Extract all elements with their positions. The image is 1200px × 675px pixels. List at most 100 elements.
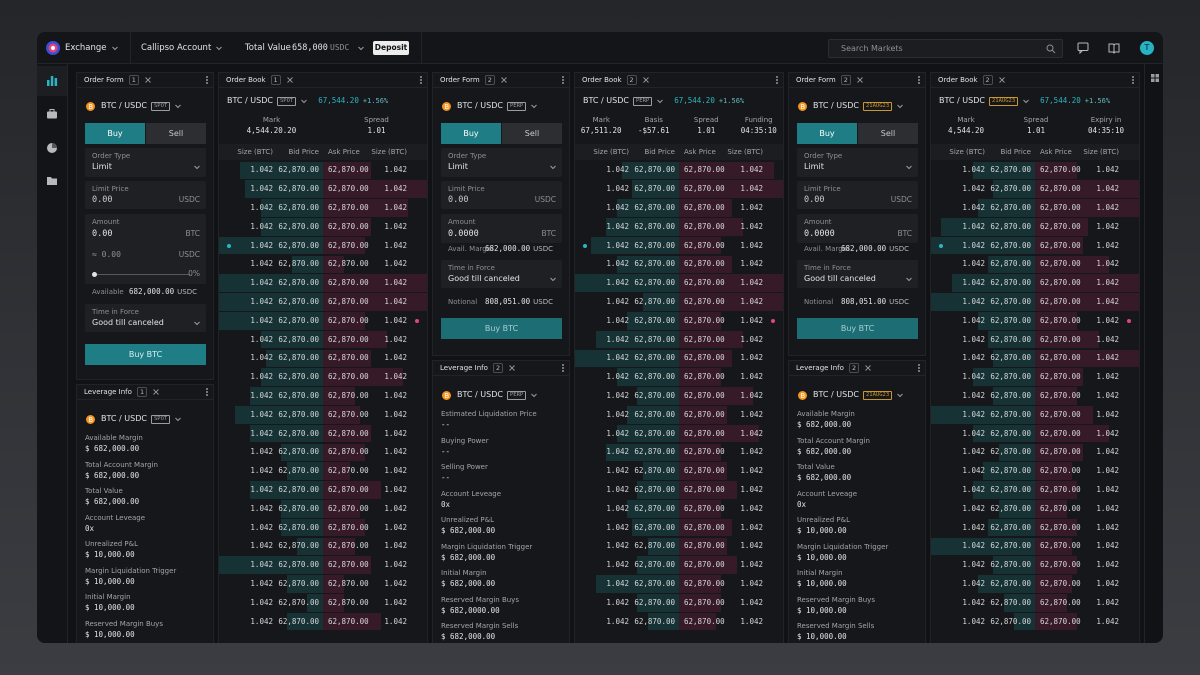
buy-button[interactable]: Buy BTC	[85, 344, 206, 365]
bid-size: 1.042	[250, 203, 273, 212]
menu-icon[interactable]	[204, 75, 210, 85]
bid-depth-bar	[260, 217, 323, 236]
layout-icon[interactable]	[1150, 73, 1160, 83]
close-icon[interactable]	[642, 76, 650, 84]
deposit-button[interactable]: Deposit	[373, 41, 409, 55]
ask-depth-bar	[323, 556, 371, 575]
bid-size: 1.042	[250, 409, 273, 419]
menu-icon[interactable]	[560, 363, 566, 373]
menu-icon[interactable]	[204, 387, 210, 397]
chevron	[175, 104, 182, 109]
ask-size: 1.042	[1096, 221, 1119, 231]
pair-selector[interactable]: BTC / USDC 21AUG23	[798, 389, 904, 401]
bid-size: 1.042	[962, 597, 985, 607]
bid-size: 1.042	[962, 579, 985, 588]
input-box[interactable]: Amount 0.00 BTC ≈ 0.00 USDC 0%	[85, 214, 206, 284]
panel-header: Order Form 2	[433, 73, 569, 88]
nav-trade[interactable]	[46, 75, 58, 87]
ask-depth-bar	[1035, 274, 1139, 293]
menu-icon[interactable]	[1130, 75, 1136, 85]
nav-analytics[interactable]	[46, 142, 58, 154]
input-box[interactable]: Time in Force Good till canceled	[441, 260, 562, 288]
pair-selector[interactable]: BTC / USDC 21AUG23	[798, 100, 904, 112]
pair-selector[interactable]: BTC / USDC SPOT	[86, 413, 182, 425]
sell-tab[interactable]: Sell	[146, 123, 206, 144]
input-box[interactable]: Order Type Limit	[85, 148, 206, 177]
close-icon[interactable]	[508, 364, 516, 372]
search-box[interactable]: Search Markets	[828, 39, 1063, 58]
pair-selector[interactable]: BTC / USDC SPOT 67,544.20 +1.56%	[227, 95, 388, 107]
buy-tab[interactable]: Buy	[441, 123, 501, 144]
menu-icon[interactable]	[916, 75, 922, 85]
info-number: 682,000.00	[484, 244, 531, 253]
input-box[interactable]: Limit Price 0.00 USDC	[797, 181, 918, 209]
panel: Order Form 2 BTC / USDC 21AUG23 Buy Sell Order…	[788, 72, 926, 356]
input-box[interactable]: Order Type Limit	[441, 148, 562, 177]
ask-price: 62,870.00	[684, 597, 725, 607]
close-icon[interactable]	[144, 76, 152, 84]
input-box[interactable]: Time in Force Good till canceled	[85, 304, 206, 332]
sell-tab[interactable]: Sell	[502, 123, 562, 144]
close-icon[interactable]	[286, 76, 294, 84]
bid-price: 62,870.00	[278, 428, 319, 438]
pair-selector[interactable]: BTC / USDC 21AUG23 67,544.20 +1.56%	[939, 95, 1110, 107]
pair-selector[interactable]: BTC / USDC PERP	[442, 389, 538, 401]
panel-badge: 2	[848, 363, 860, 373]
menu-icon[interactable]	[560, 75, 566, 85]
book-icon[interactable]	[1108, 42, 1120, 54]
ask-depth-bar	[1035, 217, 1088, 236]
bid-depth-bar	[281, 443, 323, 462]
nav-portfolio[interactable]	[46, 108, 58, 120]
nav-files-part	[47, 177, 57, 185]
ask-depth-bar	[679, 518, 732, 537]
ask-size: 1.042	[740, 541, 763, 551]
leverage-value: $ 10,000.00	[797, 605, 847, 615]
input-box[interactable]: Amount 0.0000 BTC	[797, 214, 918, 243]
pair-selector[interactable]: BTC / USDC PERP 67,544.20 +1.56%	[583, 95, 744, 107]
info-number: 682,000.00	[840, 244, 887, 253]
ask-price: 62,870.00	[328, 409, 369, 419]
menu-icon[interactable]	[916, 363, 922, 373]
stat-label: Expiry in	[1090, 116, 1122, 124]
buy-button[interactable]: Buy BTC	[441, 318, 562, 339]
menu-icon[interactable]	[418, 75, 424, 85]
buy-button[interactable]: Buy BTC	[797, 318, 918, 339]
chevron-part	[906, 165, 912, 170]
close-icon[interactable]	[856, 76, 864, 84]
avatar[interactable]: T	[1140, 41, 1154, 55]
column-header: Size (BTC)	[727, 148, 763, 156]
top-bar: Exchange Callipso Account Total Value 658,0…	[37, 32, 1163, 64]
slider-knob[interactable]	[92, 271, 97, 277]
ask-size: 1.042	[384, 447, 407, 457]
slider-track[interactable]	[94, 273, 190, 275]
close-icon[interactable]	[500, 76, 508, 84]
bid-size: 1.042	[962, 428, 985, 438]
bid-price: 62,870.00	[634, 466, 675, 476]
ask-depth-bar	[1035, 593, 1067, 612]
ask-depth-bar	[323, 368, 403, 387]
sell-tab[interactable]: Sell	[858, 123, 918, 144]
bid-size: 1.042	[250, 315, 273, 325]
close-icon[interactable]	[152, 388, 160, 396]
pair-selector[interactable]: BTC / USDC SPOT	[86, 100, 182, 112]
input-box[interactable]: Order Type Limit	[797, 148, 918, 177]
bid-price: 62,870.00	[634, 221, 675, 231]
ask-depth-bar	[679, 387, 754, 405]
nav-files[interactable]	[46, 175, 58, 187]
close-icon[interactable]	[864, 364, 872, 372]
input-box[interactable]: Amount 0.0000 BTC	[441, 214, 562, 243]
close-icon[interactable]	[998, 76, 1006, 84]
input-box[interactable]: Time in Force Good till canceled	[797, 260, 918, 288]
bid-size: 1.042	[250, 372, 273, 382]
bid-depth-bar	[637, 556, 679, 575]
pair-selector[interactable]: BTC / USDC PERP	[442, 100, 538, 112]
input-box[interactable]: Limit Price 0.00 USDC	[85, 181, 206, 209]
bid-depth-bar	[260, 368, 323, 387]
buy-tab[interactable]: Buy	[85, 123, 145, 144]
ask-size: 1.042	[384, 409, 407, 419]
menu-icon[interactable]	[774, 75, 780, 85]
input-box[interactable]: Limit Price 0.00 USDC	[441, 181, 562, 209]
ask-size: 1.042	[1096, 203, 1119, 212]
chat-icon[interactable]	[1077, 42, 1089, 54]
buy-tab[interactable]: Buy	[797, 123, 857, 144]
